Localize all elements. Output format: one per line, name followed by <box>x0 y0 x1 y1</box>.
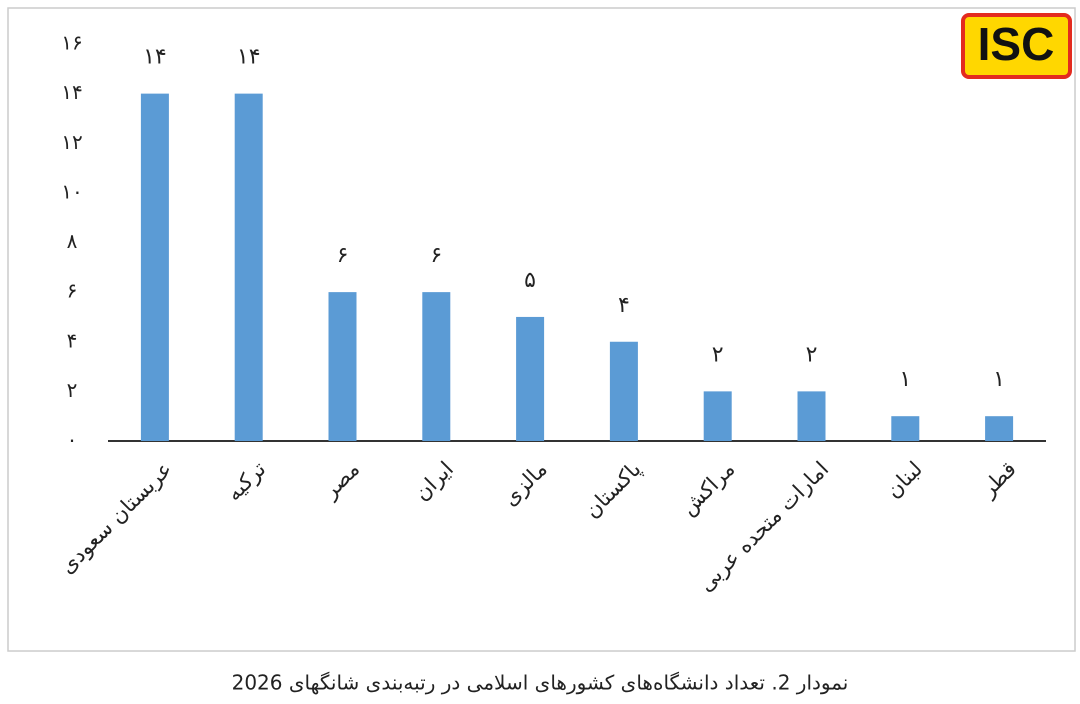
bar <box>422 292 451 441</box>
value-label: ۱۴ <box>143 45 167 70</box>
bar <box>891 416 920 441</box>
y-tick-label: ۱۰ <box>61 179 82 203</box>
y-tick-label: ۴ <box>67 328 78 352</box>
bar <box>703 391 732 441</box>
y-tick-label: ۲ <box>67 378 78 402</box>
bar <box>797 391 826 441</box>
value-label: ۲ <box>806 342 818 367</box>
bar <box>516 316 545 441</box>
logo-badge <box>961 13 1072 79</box>
value-label: ۲ <box>712 342 724 367</box>
value-label: ۵ <box>524 268 536 293</box>
bar <box>985 416 1014 441</box>
y-tick-label: ۱۴ <box>61 80 82 104</box>
value-label: ۱ <box>993 367 1005 392</box>
bar <box>140 93 169 441</box>
y-tick-label: ۰ <box>67 428 78 452</box>
y-tick-label: ۱۶ <box>61 31 82 55</box>
bar <box>234 93 263 441</box>
bar <box>609 341 638 441</box>
value-label: ۱ <box>899 367 911 392</box>
value-label: ۴ <box>618 293 630 318</box>
value-label: ۶ <box>337 243 349 268</box>
y-tick-label: ۶ <box>67 279 78 303</box>
bar <box>328 292 357 441</box>
value-label: ۱۴ <box>237 45 261 70</box>
y-tick-label: ۸ <box>67 229 78 253</box>
logo: ISC <box>961 13 1072 79</box>
logo-text: ISC <box>978 18 1055 70</box>
chart-caption: نمودار 2. تعداد دانشگاه‌های کشورهای اسلا… <box>232 671 849 695</box>
y-tick-label: ۱۲ <box>61 130 82 154</box>
value-label: ۶ <box>430 243 442 268</box>
